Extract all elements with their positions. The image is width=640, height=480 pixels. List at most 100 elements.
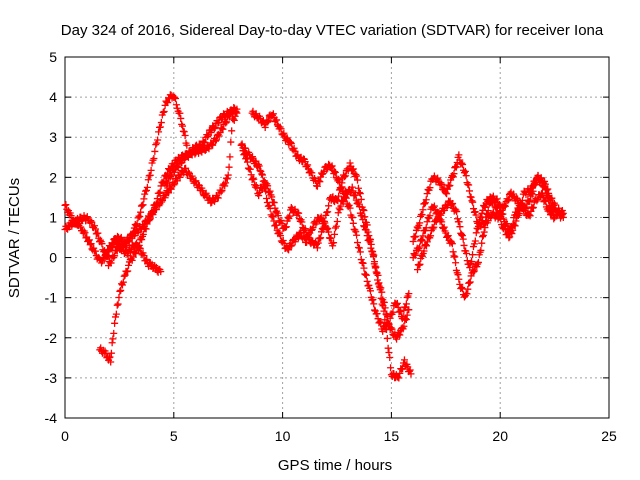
data-point bbox=[125, 261, 133, 269]
data-point bbox=[394, 373, 402, 381]
data-point bbox=[146, 171, 154, 179]
y-tick-label: -1 bbox=[45, 290, 58, 306]
data-point bbox=[153, 139, 161, 147]
data-point bbox=[151, 147, 159, 155]
data-point bbox=[384, 321, 392, 329]
data-point bbox=[266, 204, 274, 212]
data-point bbox=[324, 224, 332, 232]
data-point bbox=[352, 171, 360, 179]
data-point bbox=[509, 220, 517, 228]
data-point bbox=[94, 229, 102, 237]
data-point bbox=[277, 216, 285, 224]
data-point bbox=[290, 144, 298, 152]
data-point bbox=[338, 183, 346, 191]
data-point bbox=[86, 241, 94, 249]
y-tick-label: -4 bbox=[45, 410, 58, 426]
data-point bbox=[346, 159, 354, 167]
data-point bbox=[379, 302, 387, 310]
data-point bbox=[415, 245, 423, 253]
data-point bbox=[472, 211, 480, 219]
data-point bbox=[238, 140, 246, 148]
data-point bbox=[403, 311, 411, 319]
data-point bbox=[363, 277, 371, 285]
data-point bbox=[155, 189, 163, 197]
data-point bbox=[161, 194, 169, 202]
data-point bbox=[137, 208, 145, 216]
data-point bbox=[399, 313, 407, 321]
data-point bbox=[420, 247, 428, 255]
data-point bbox=[529, 187, 537, 195]
data-point bbox=[341, 172, 349, 180]
data-point bbox=[419, 206, 427, 214]
data-point bbox=[430, 202, 438, 210]
data-point bbox=[118, 280, 126, 288]
data-point bbox=[359, 216, 367, 224]
data-point bbox=[380, 307, 388, 315]
data-point bbox=[264, 117, 272, 125]
data-point bbox=[498, 206, 506, 214]
data-point bbox=[228, 127, 236, 135]
data-point bbox=[325, 202, 333, 210]
data-point bbox=[209, 141, 217, 149]
data-point bbox=[470, 205, 478, 213]
data-point bbox=[458, 283, 466, 291]
y-tick-label: 3 bbox=[49, 129, 57, 145]
data-point bbox=[261, 124, 269, 132]
data-point bbox=[247, 171, 255, 179]
data-point bbox=[458, 231, 466, 239]
data-point bbox=[91, 247, 99, 255]
data-point bbox=[255, 162, 263, 170]
data-point bbox=[416, 219, 424, 227]
data-point bbox=[419, 232, 427, 240]
data-point bbox=[211, 124, 219, 132]
data-point bbox=[164, 179, 172, 187]
data-point bbox=[363, 232, 371, 240]
data-point bbox=[429, 225, 437, 233]
data-point bbox=[462, 250, 470, 258]
data-point bbox=[395, 308, 403, 316]
data-point bbox=[395, 330, 403, 338]
data-point bbox=[317, 234, 325, 242]
x-tick-label: 5 bbox=[170, 428, 178, 444]
data-point bbox=[458, 159, 466, 167]
data-point bbox=[480, 202, 488, 210]
data-point bbox=[403, 293, 411, 301]
data-point bbox=[426, 184, 434, 192]
data-point bbox=[110, 329, 118, 337]
data-point bbox=[466, 264, 474, 272]
data-point bbox=[116, 287, 124, 295]
data-point bbox=[340, 173, 348, 181]
y-tick-label: 5 bbox=[49, 49, 57, 65]
data-point bbox=[443, 190, 451, 198]
data-point bbox=[526, 212, 534, 220]
data-point bbox=[202, 189, 210, 197]
data-point bbox=[314, 239, 322, 247]
data-point bbox=[377, 294, 385, 302]
data-point bbox=[531, 180, 539, 188]
data-point bbox=[551, 201, 559, 209]
data-point bbox=[218, 187, 226, 195]
data-point bbox=[393, 299, 401, 307]
data-point bbox=[156, 188, 164, 196]
x-tick-label: 20 bbox=[492, 428, 508, 444]
data-point bbox=[542, 197, 550, 205]
data-point bbox=[465, 181, 473, 189]
data-point bbox=[268, 193, 276, 201]
data-point bbox=[386, 314, 394, 322]
data-point bbox=[376, 318, 384, 326]
data-point bbox=[362, 270, 370, 278]
data-point bbox=[467, 193, 475, 201]
data-point bbox=[233, 105, 241, 113]
data-point bbox=[402, 300, 410, 308]
x-tick-label: 25 bbox=[601, 428, 617, 444]
data-point bbox=[159, 108, 167, 116]
data-point bbox=[507, 227, 515, 235]
data-point bbox=[374, 276, 382, 284]
data-point bbox=[349, 219, 357, 227]
data-point bbox=[329, 242, 337, 250]
data-point bbox=[113, 301, 121, 309]
data-point bbox=[437, 211, 445, 219]
data-point bbox=[327, 234, 335, 242]
data-point bbox=[98, 240, 106, 248]
